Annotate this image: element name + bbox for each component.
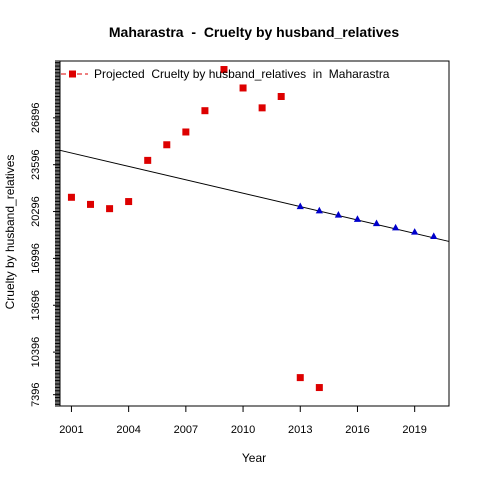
data-point-projected xyxy=(353,215,362,222)
chart-title: Maharastra - Cruelty by husband_relative… xyxy=(109,24,399,40)
x-axis: 2001 2004 2007 2010 2013 2016 2019 xyxy=(59,406,427,436)
plot-frame xyxy=(59,60,450,407)
data-point-actual xyxy=(220,66,228,74)
legend-marker xyxy=(69,70,76,78)
data-point-actual xyxy=(125,198,133,206)
y-tick-label: 23596 xyxy=(30,149,42,180)
y-tick-label: 7396 xyxy=(30,382,42,406)
data-points-layer xyxy=(67,66,438,392)
x-tick-label: 2010 xyxy=(231,424,255,436)
data-point-projected xyxy=(334,211,343,218)
trend-line xyxy=(59,149,450,242)
x-tick-label: 2019 xyxy=(402,424,426,436)
data-point-projected xyxy=(411,228,419,235)
trend-line-layer xyxy=(59,149,450,242)
y-tick-label: 20296 xyxy=(30,196,42,227)
data-point-actual xyxy=(67,193,75,201)
data-point-projected xyxy=(315,206,323,214)
data-point-actual xyxy=(106,205,114,213)
y-tick-label: 16996 xyxy=(30,243,42,274)
y-tick-label: 10396 xyxy=(30,337,42,368)
data-point-projected xyxy=(430,232,438,239)
data-point-actual xyxy=(144,156,152,164)
x-tick-label: 2013 xyxy=(288,424,312,436)
x-tick-label: 2001 xyxy=(59,424,83,436)
data-point-actual xyxy=(201,107,209,115)
y-axis-label: Cruelty by husband_relatives xyxy=(3,155,17,310)
x-tick-label: 2016 xyxy=(345,424,369,436)
x-tick-label: 2004 xyxy=(116,424,140,436)
x-tick-label: 2007 xyxy=(174,424,198,436)
y-tick-label: 26896 xyxy=(30,103,42,134)
data-point-projected xyxy=(392,223,400,231)
data-point-actual xyxy=(163,141,171,149)
legend-entry-label: Projected Cruelty by husband_relatives i… xyxy=(94,67,390,81)
data-point-actual xyxy=(277,92,285,100)
x-axis-label: Year xyxy=(242,451,266,465)
data-point-actual xyxy=(296,374,304,382)
data-point-actual xyxy=(315,384,323,392)
legend: Projected Cruelty by husband_relatives i… xyxy=(61,67,390,81)
data-point-projected xyxy=(372,219,381,227)
data-point-actual xyxy=(182,128,190,136)
data-point-actual xyxy=(87,200,95,208)
y-axis: 7396 10396 13696 16996 20296 23596 26896 xyxy=(30,60,60,407)
y-tick-label: 13696 xyxy=(30,290,42,321)
data-point-actual xyxy=(258,104,266,112)
data-point-projected xyxy=(296,202,304,210)
data-point-actual xyxy=(239,84,247,92)
